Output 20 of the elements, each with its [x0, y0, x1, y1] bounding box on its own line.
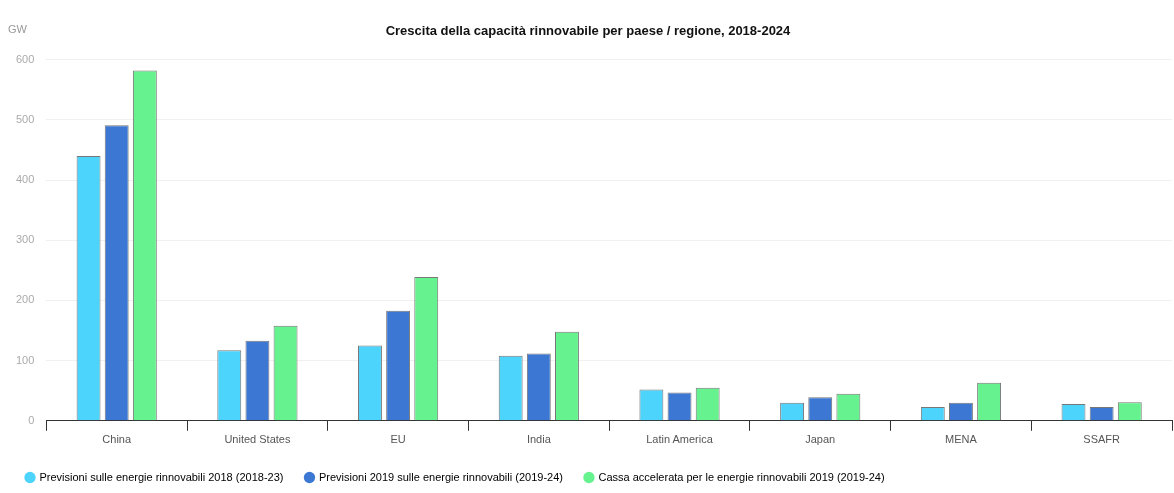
y-tick-label: 600 — [15, 52, 35, 65]
legend-label: Previsioni 2019 sulle energie rinnovabili (2019-24) — [318, 470, 563, 483]
y-tick-label: 0 — [28, 413, 35, 426]
y-tick-label: 500 — [15, 112, 35, 125]
y-axis-title: GW — [8, 22, 28, 35]
x-tick-label: Latin America — [646, 433, 714, 446]
x-tick-label: SSAFR — [1083, 433, 1121, 446]
legend-label: Previsioni sulle energie rinnovabili 2018 (2018-23) — [39, 470, 284, 483]
legend-label: Cassa accelerata per le energie rinnovabili 2019 (2019-24) — [598, 470, 885, 483]
x-tick-label: China — [102, 433, 132, 446]
x-tick-label: United States — [224, 433, 291, 446]
x-tick-label: EU — [390, 433, 406, 446]
y-tick-label: 300 — [15, 233, 35, 246]
y-tick-label: 400 — [15, 173, 35, 186]
y-tick-label: 100 — [15, 353, 35, 366]
x-tick-label: Japan — [805, 433, 836, 446]
x-tick-label: MENA — [945, 433, 978, 446]
chart-title: Crescita della capacità rinnovabile per paese / regione, 2018-2024 — [385, 23, 792, 39]
y-tick-label: 200 — [15, 293, 35, 306]
x-tick-label: India — [526, 433, 552, 446]
